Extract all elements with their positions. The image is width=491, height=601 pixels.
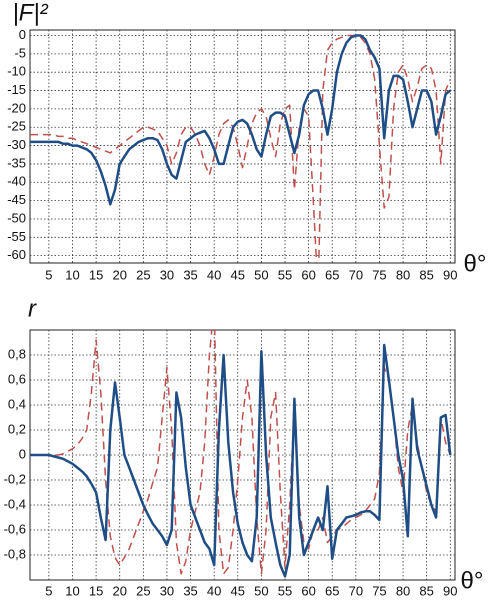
- x-tick-label: 90: [443, 583, 457, 598]
- x-tick-label: 80: [396, 583, 410, 598]
- series-line: [30, 34, 452, 206]
- x-tick-label: 65: [325, 267, 339, 282]
- x-tick-label: 10: [65, 267, 79, 282]
- y-tick-label: -10: [7, 64, 26, 79]
- x-tick-label: 25: [136, 267, 150, 282]
- y-tick-label: 0: [19, 27, 26, 42]
- y-tick-label: 0: [19, 446, 26, 461]
- y-axis-label: |F|²: [12, 0, 48, 26]
- y-tick-label: -55: [7, 229, 26, 244]
- y-tick-label: -0,8: [4, 546, 26, 561]
- x-tick-label: 30: [160, 583, 174, 598]
- x-tick-label: 70: [349, 267, 363, 282]
- x-tick-label: 35: [183, 267, 197, 282]
- x-tick-label: 75: [372, 267, 386, 282]
- x-tick-label: 15: [89, 267, 103, 282]
- x-tick-label: 85: [419, 583, 433, 598]
- x-tick-label: 20: [112, 583, 126, 598]
- y-tick-label: -35: [7, 155, 26, 170]
- x-tick-label: 85: [419, 267, 433, 282]
- x-tick-label: 25: [136, 583, 150, 598]
- y-tick-label: -5: [14, 45, 26, 60]
- x-tick-label: 55: [278, 583, 292, 598]
- x-tick-label: 90: [443, 267, 457, 282]
- x-tick-label: 50: [254, 267, 268, 282]
- x-tick-label: 20: [112, 267, 126, 282]
- y-tick-label: -50: [7, 210, 26, 225]
- y-tick-label: 0,6: [8, 371, 26, 386]
- y-tick-label: -60: [7, 247, 26, 262]
- y-tick-label: -15: [7, 82, 26, 97]
- y-axis-label: r: [28, 295, 37, 322]
- y-tick-label: -45: [7, 192, 26, 207]
- y-tick-label: 0,8: [8, 346, 26, 361]
- x-tick-label: 55: [278, 267, 292, 282]
- x-tick-label: 15: [89, 583, 103, 598]
- x-axis-label: θ°: [461, 567, 484, 594]
- x-tick-label: 45: [231, 267, 245, 282]
- y-tick-label: -40: [7, 174, 26, 189]
- x-tick-label: 75: [372, 583, 386, 598]
- x-tick-label: 80: [396, 267, 410, 282]
- y-tick-label: -20: [7, 100, 26, 115]
- y-tick-label: -25: [7, 119, 26, 134]
- x-tick-label: 60: [301, 583, 315, 598]
- x-tick-label: 45: [231, 583, 245, 598]
- series-line: [30, 34, 451, 263]
- series-line: [30, 343, 452, 578]
- y-tick-label: -0,6: [4, 521, 26, 536]
- x-tick-label: 60: [301, 267, 315, 282]
- y-tick-label: -30: [7, 137, 26, 152]
- y-tick-label: 0,2: [8, 421, 26, 436]
- y-tick-label: -0,2: [4, 471, 26, 486]
- x-tick-label: 30: [160, 267, 174, 282]
- x-tick-label: 5: [45, 267, 52, 282]
- plot-frame: [29, 29, 456, 264]
- x-tick-label: 40: [207, 583, 221, 598]
- x-tick-label: 40: [207, 267, 221, 282]
- x-tick-label: 10: [65, 583, 79, 598]
- y-tick-label: -0,4: [4, 496, 26, 511]
- x-tick-label: 50: [254, 583, 268, 598]
- y-tick-label: 0,4: [8, 396, 26, 411]
- x-tick-label: 65: [325, 583, 339, 598]
- x-tick-label: 5: [45, 583, 52, 598]
- x-axis-label: θ°: [464, 250, 487, 277]
- x-tick-label: 70: [349, 583, 363, 598]
- x-tick-label: 35: [183, 583, 197, 598]
